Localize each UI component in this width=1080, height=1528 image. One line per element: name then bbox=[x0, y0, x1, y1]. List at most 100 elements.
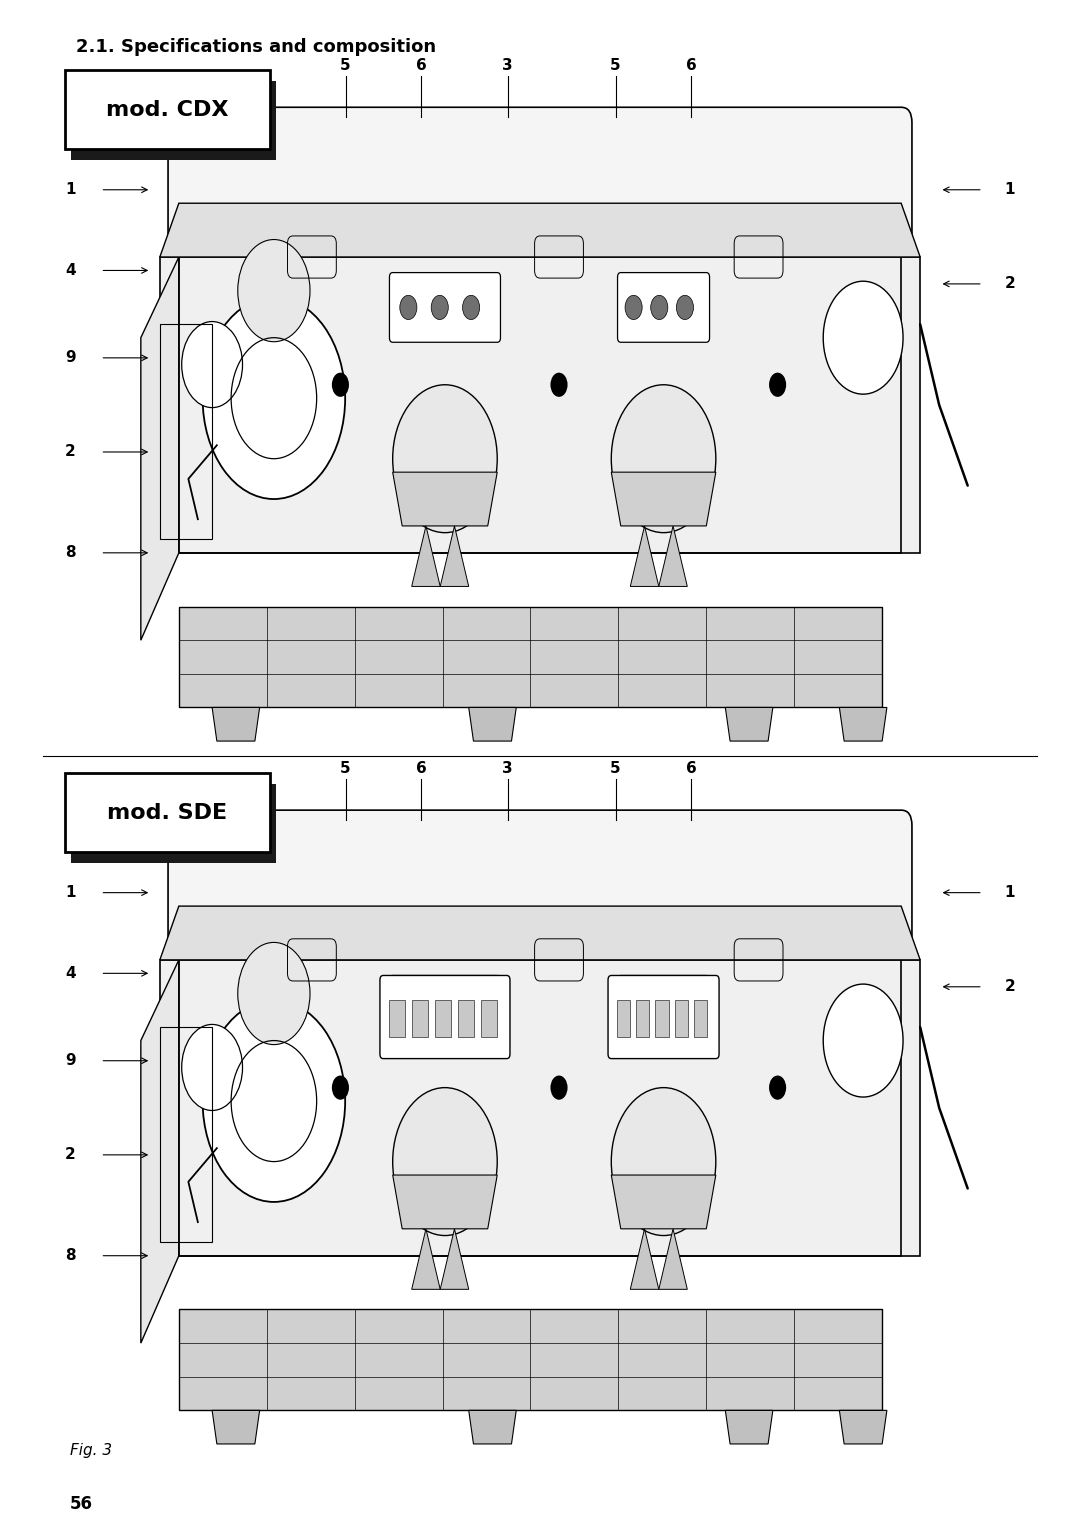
Polygon shape bbox=[839, 707, 887, 741]
Text: 1: 1 bbox=[65, 182, 76, 197]
Circle shape bbox=[625, 295, 643, 319]
Text: 9: 9 bbox=[65, 1053, 76, 1068]
Polygon shape bbox=[140, 960, 179, 1343]
FancyBboxPatch shape bbox=[458, 1001, 474, 1038]
FancyBboxPatch shape bbox=[617, 1001, 630, 1038]
Polygon shape bbox=[160, 960, 920, 1256]
Polygon shape bbox=[411, 526, 441, 587]
Polygon shape bbox=[160, 906, 920, 960]
Circle shape bbox=[769, 373, 786, 397]
FancyBboxPatch shape bbox=[65, 773, 270, 853]
Circle shape bbox=[203, 1001, 346, 1203]
FancyBboxPatch shape bbox=[380, 975, 510, 1059]
Text: 5: 5 bbox=[610, 761, 621, 776]
Text: 3: 3 bbox=[502, 761, 513, 776]
FancyBboxPatch shape bbox=[65, 70, 270, 150]
Text: 2: 2 bbox=[1004, 979, 1015, 995]
Polygon shape bbox=[160, 203, 920, 257]
Circle shape bbox=[393, 385, 497, 533]
Circle shape bbox=[181, 321, 243, 408]
Polygon shape bbox=[611, 1175, 716, 1229]
FancyBboxPatch shape bbox=[618, 272, 710, 342]
Text: 56: 56 bbox=[70, 1494, 93, 1513]
Circle shape bbox=[651, 295, 667, 319]
Circle shape bbox=[400, 998, 417, 1022]
FancyBboxPatch shape bbox=[71, 784, 276, 863]
Text: 3: 3 bbox=[502, 58, 513, 73]
FancyBboxPatch shape bbox=[675, 1001, 688, 1038]
Text: 5: 5 bbox=[610, 58, 621, 73]
Polygon shape bbox=[469, 1410, 516, 1444]
FancyBboxPatch shape bbox=[71, 81, 276, 160]
FancyBboxPatch shape bbox=[693, 1001, 707, 1038]
Polygon shape bbox=[212, 1410, 259, 1444]
Circle shape bbox=[393, 1088, 497, 1236]
Circle shape bbox=[676, 295, 693, 319]
Circle shape bbox=[332, 373, 349, 397]
Text: 1: 1 bbox=[1004, 885, 1015, 900]
Text: 2: 2 bbox=[65, 1148, 76, 1163]
Text: 4: 4 bbox=[65, 263, 76, 278]
Circle shape bbox=[823, 281, 903, 394]
FancyBboxPatch shape bbox=[481, 1001, 497, 1038]
Text: 5: 5 bbox=[340, 58, 351, 73]
Text: 4: 4 bbox=[65, 966, 76, 981]
FancyBboxPatch shape bbox=[168, 107, 912, 252]
FancyBboxPatch shape bbox=[390, 975, 500, 1045]
Circle shape bbox=[823, 984, 903, 1097]
FancyBboxPatch shape bbox=[435, 1001, 451, 1038]
Polygon shape bbox=[140, 257, 179, 640]
Polygon shape bbox=[393, 1175, 497, 1229]
Circle shape bbox=[625, 998, 643, 1022]
Text: 1: 1 bbox=[65, 885, 76, 900]
Text: 8: 8 bbox=[65, 1248, 76, 1264]
FancyBboxPatch shape bbox=[608, 975, 719, 1059]
Text: 2: 2 bbox=[1004, 277, 1015, 292]
Text: 1: 1 bbox=[1004, 182, 1015, 197]
Text: 6: 6 bbox=[416, 761, 427, 776]
FancyBboxPatch shape bbox=[656, 1001, 669, 1038]
Polygon shape bbox=[726, 707, 773, 741]
FancyBboxPatch shape bbox=[390, 272, 500, 342]
FancyBboxPatch shape bbox=[636, 1001, 649, 1038]
Text: Fig. 3: Fig. 3 bbox=[70, 1442, 112, 1458]
Text: 6: 6 bbox=[686, 761, 697, 776]
Circle shape bbox=[462, 998, 480, 1022]
Circle shape bbox=[769, 1076, 786, 1100]
Text: 2.1. Specifications and composition: 2.1. Specifications and composition bbox=[76, 38, 435, 57]
Polygon shape bbox=[611, 472, 716, 526]
FancyBboxPatch shape bbox=[179, 607, 882, 707]
Circle shape bbox=[431, 998, 448, 1022]
Circle shape bbox=[676, 998, 693, 1022]
Circle shape bbox=[611, 385, 716, 533]
Polygon shape bbox=[441, 1229, 469, 1290]
Circle shape bbox=[400, 295, 417, 319]
FancyBboxPatch shape bbox=[413, 1001, 429, 1038]
FancyBboxPatch shape bbox=[168, 810, 912, 955]
Polygon shape bbox=[160, 257, 920, 553]
Polygon shape bbox=[411, 1229, 441, 1290]
Polygon shape bbox=[441, 526, 469, 587]
Circle shape bbox=[431, 295, 448, 319]
Text: 6: 6 bbox=[686, 58, 697, 73]
Circle shape bbox=[651, 998, 667, 1022]
Text: 2: 2 bbox=[65, 445, 76, 460]
Circle shape bbox=[551, 373, 568, 397]
Text: mod. CDX: mod. CDX bbox=[106, 99, 229, 119]
Circle shape bbox=[181, 1024, 243, 1111]
Polygon shape bbox=[393, 472, 497, 526]
Polygon shape bbox=[212, 707, 259, 741]
Polygon shape bbox=[469, 707, 516, 741]
FancyBboxPatch shape bbox=[179, 1309, 882, 1410]
Text: 5: 5 bbox=[340, 761, 351, 776]
Polygon shape bbox=[839, 1410, 887, 1444]
Polygon shape bbox=[659, 1229, 687, 1290]
Circle shape bbox=[332, 1076, 349, 1100]
Circle shape bbox=[238, 943, 310, 1045]
Polygon shape bbox=[631, 526, 659, 587]
Text: mod. SDE: mod. SDE bbox=[107, 802, 228, 822]
Circle shape bbox=[611, 1088, 716, 1236]
Circle shape bbox=[203, 298, 346, 500]
Text: 9: 9 bbox=[65, 350, 76, 365]
Circle shape bbox=[551, 1076, 568, 1100]
